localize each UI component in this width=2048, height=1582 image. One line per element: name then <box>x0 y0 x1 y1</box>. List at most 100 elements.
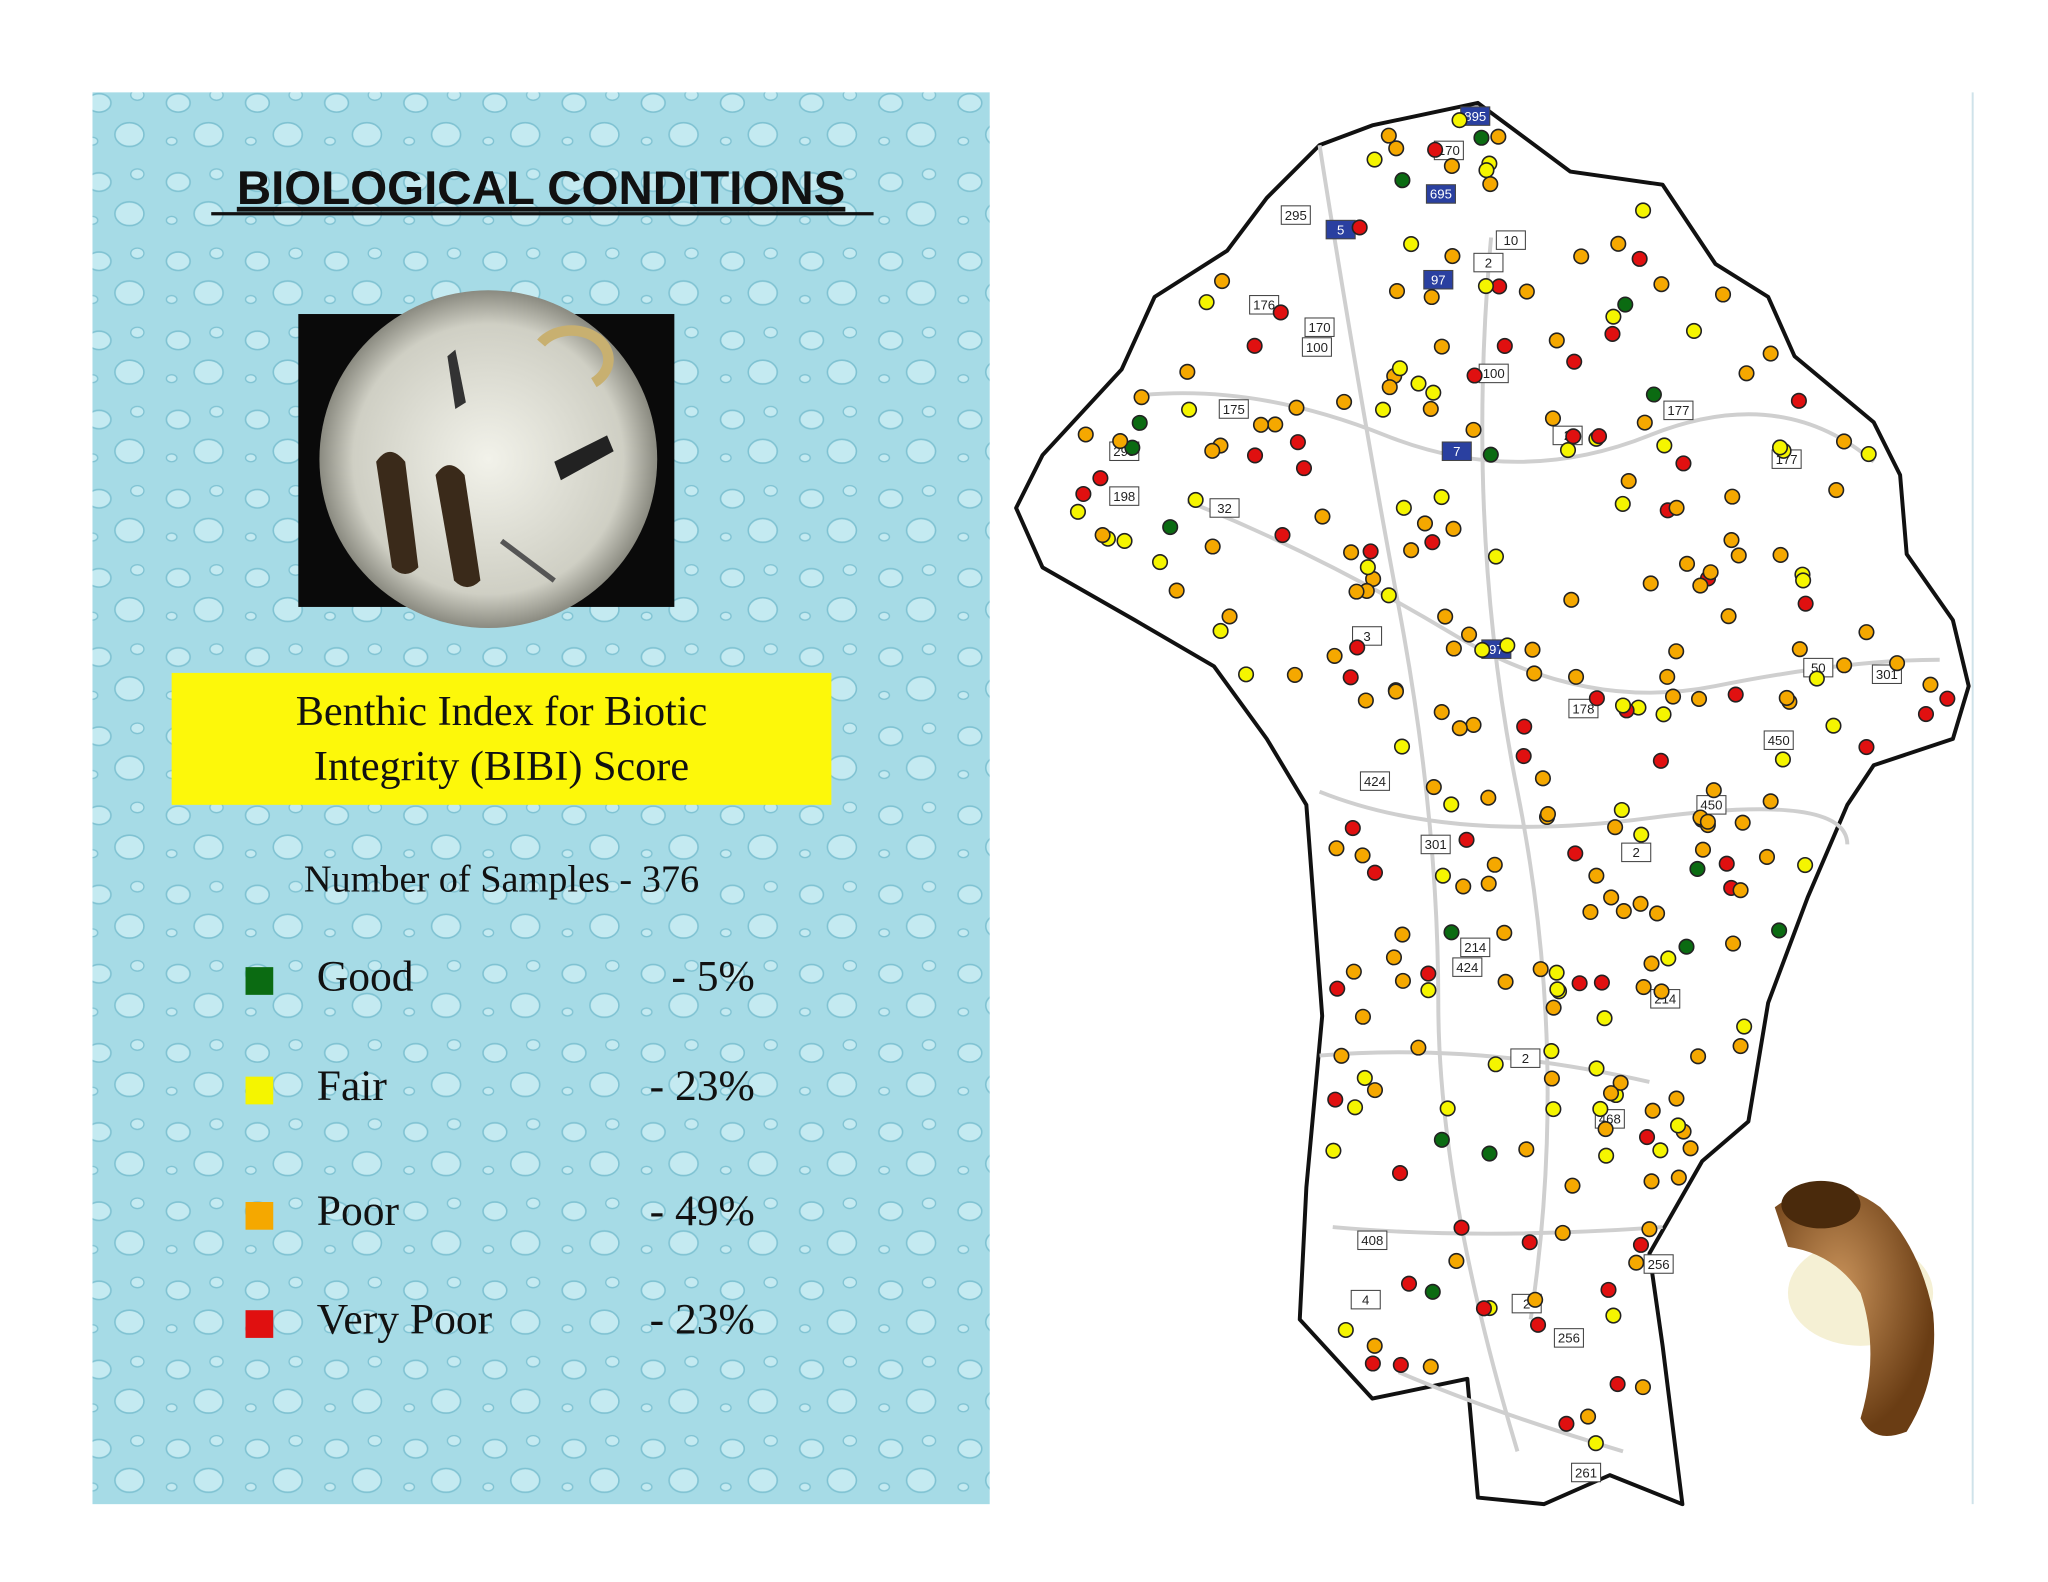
sample-site <box>1420 965 1437 982</box>
sample-site <box>1588 867 1605 884</box>
sample-site <box>1732 1037 1749 1055</box>
sample-site <box>1486 856 1503 873</box>
sample-site <box>1475 1300 1493 1317</box>
legend-label: Very Poor <box>317 1295 493 1343</box>
sample-site <box>1516 718 1533 735</box>
sample-site <box>1460 626 1478 643</box>
legend-swatch <box>245 1202 274 1230</box>
sample-site <box>1094 526 1111 544</box>
sample-site <box>1603 889 1620 906</box>
route-shield <box>1423 269 1454 290</box>
sample-site <box>1267 416 1284 433</box>
sample-site <box>1632 895 1649 912</box>
route-shield <box>1452 957 1483 977</box>
sample-site <box>1112 433 1129 450</box>
route-number: 301 <box>1876 667 1898 682</box>
sample-site <box>1420 982 1437 999</box>
sample-site <box>1286 666 1303 683</box>
legend: Good - 5% Fair - 23% Poor - 49% Very Poor - 23% <box>245 952 755 1343</box>
sample-site <box>1600 1281 1617 1298</box>
sample-site <box>1480 789 1497 806</box>
sample-site <box>1660 950 1677 967</box>
sample-site <box>1187 491 1204 508</box>
sample-site <box>1348 583 1365 600</box>
route-number: 2 <box>1522 1051 1529 1066</box>
sample-site <box>1588 690 1605 707</box>
sample-site <box>1272 304 1289 321</box>
sample-site <box>1424 1283 1441 1300</box>
sample-site <box>1659 668 1676 685</box>
sample-site <box>1443 924 1460 941</box>
sample-site <box>1465 716 1482 733</box>
sample-site <box>1422 400 1439 417</box>
sample-site <box>1675 455 1692 472</box>
sample-site <box>1643 955 1660 972</box>
sample-site <box>1889 655 1906 672</box>
sample-site <box>1336 393 1353 410</box>
sample-site <box>1362 543 1379 560</box>
sample-site <box>1482 176 1499 193</box>
sample-site <box>1720 608 1737 625</box>
route-shield <box>1304 317 1335 337</box>
sample-site <box>1539 806 1556 823</box>
route-number: 301 <box>1425 837 1447 852</box>
microscope-photo <box>298 290 675 629</box>
sample-site <box>1714 286 1732 303</box>
route-number: 5 <box>1337 222 1344 237</box>
sample-site <box>1632 1236 1650 1253</box>
sample-site <box>1451 720 1468 737</box>
sample-site <box>1685 322 1703 339</box>
route-number: 100 <box>1483 366 1505 381</box>
sample-site <box>1638 1129 1656 1146</box>
sample-site <box>1482 446 1499 463</box>
legend-percent: - 23% <box>650 1295 755 1343</box>
sample-site <box>1568 668 1585 685</box>
route-shield <box>1473 252 1504 273</box>
route-number: 4 <box>1362 1292 1369 1307</box>
sample-site <box>1496 924 1513 941</box>
sample-site <box>1069 503 1087 520</box>
sample-site <box>1593 974 1610 991</box>
route-shield <box>1510 1048 1541 1068</box>
sample-site <box>1699 813 1716 830</box>
sample-site <box>1394 972 1411 989</box>
sample-site <box>1725 935 1742 952</box>
route-number: 176 <box>1253 298 1275 313</box>
sample-site <box>1543 1070 1560 1087</box>
sample-site <box>1198 294 1215 311</box>
sample-site <box>1487 548 1505 565</box>
route-number: 198 <box>1113 489 1135 504</box>
sample-site <box>1772 546 1789 564</box>
sample-site <box>1668 643 1685 660</box>
sample-site <box>1718 855 1735 872</box>
sample-site <box>1518 1141 1535 1158</box>
sample-site <box>1387 683 1404 700</box>
sample-site <box>1453 1219 1470 1236</box>
sample-site <box>1668 1090 1685 1107</box>
route-number: 424 <box>1364 774 1386 789</box>
sample-site <box>1366 1082 1384 1099</box>
route-number: 10 <box>1504 233 1519 248</box>
index-box <box>171 672 832 805</box>
route-shield <box>1460 937 1491 958</box>
sample-site <box>1858 739 1875 756</box>
sample-site <box>1590 428 1608 445</box>
sample-site <box>1682 1140 1699 1157</box>
sample-site <box>1444 248 1461 265</box>
sample-site <box>1634 1379 1651 1396</box>
sample-site <box>1351 219 1368 236</box>
sample-site <box>1478 162 1495 179</box>
sample-site <box>1179 363 1196 380</box>
sample-site <box>1692 577 1709 594</box>
sample-site <box>1734 814 1751 831</box>
sample-site <box>1314 508 1331 525</box>
sample-site <box>1380 127 1397 144</box>
sample-site <box>1124 439 1141 456</box>
sample-site <box>1344 820 1361 837</box>
sample-site <box>1327 1091 1344 1108</box>
sample-site <box>1635 979 1652 996</box>
sample-site <box>1524 641 1541 658</box>
route-number: 2 <box>1633 845 1640 860</box>
sample-site <box>1649 905 1666 922</box>
sample-site <box>1212 622 1229 640</box>
